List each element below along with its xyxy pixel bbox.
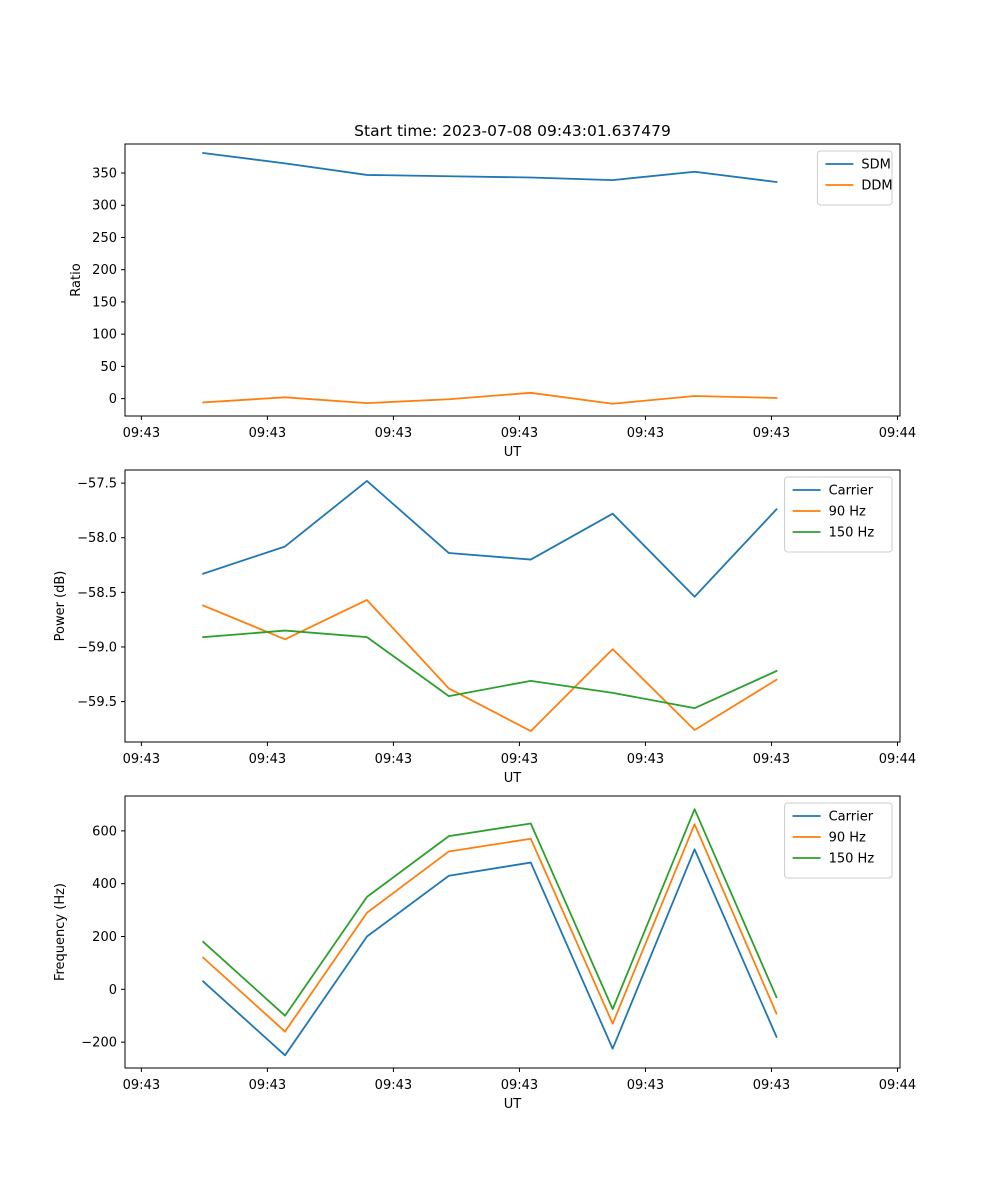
power-y-tick-label: −57.5 (77, 477, 117, 492)
frequency-legend: Carrier 90 Hz 150 Hz (784, 802, 893, 879)
frequency-series-line-90-hz (201, 823, 778, 1033)
frequency-legend-label: 90 Hz (829, 831, 866, 846)
frequency-y-tick-label: 600 (92, 824, 117, 839)
power-x-tick-label: 09:43 (123, 752, 160, 767)
frequency-y-axis-label: Frequency (Hz) (53, 883, 68, 981)
power-series-line-90-hz (201, 599, 778, 732)
ratio-x-tick-label: 09:43 (123, 426, 160, 441)
ratio-y-tick-label: 350 (92, 167, 117, 182)
frequency-x-tick-label: 09:43 (249, 1078, 286, 1093)
frequency-x-tick-label: 09:43 (123, 1078, 160, 1093)
power-y-tick-label: −59.0 (77, 640, 117, 655)
ratio-y-tick-label: 50 (100, 360, 117, 375)
frequency-legend-box (784, 802, 893, 879)
power-legend-label: Carrier (829, 484, 874, 499)
ratio-x-tick-label: 09:43 (249, 426, 286, 441)
ratio-legend-label: SDM (861, 158, 890, 173)
ratio-legend-label: DDM (861, 179, 892, 194)
ratio-y-tick-label: 300 (92, 199, 117, 214)
power-legend-box (784, 476, 893, 553)
frequency-x-tick-label: 09:43 (501, 1078, 538, 1093)
power-x-axis-label: UT (504, 771, 522, 786)
power-series-line-carrier (201, 480, 778, 598)
ratio-x-tick-label: 09:44 (879, 426, 916, 441)
power-legend-label: 150 Hz (829, 526, 875, 541)
power-panel: 09:43 09:43 09:43 09:43 09:43 09:43 09:44 −59.5… (53, 469, 916, 786)
power-axes-frame (124, 469, 901, 743)
power-x-tick-label: 09:43 (501, 752, 538, 767)
power-y-tick-label: −58.5 (77, 586, 117, 601)
ratio-x-tick-label: 09:43 (501, 426, 538, 441)
ratio-y-tick-label: 250 (92, 231, 117, 246)
ratio-panel: 09:43 09:43 09:43 09:43 09:43 09:43 09:44 0 50 10… (69, 122, 916, 460)
power-x-tick-label: 09:44 (879, 752, 916, 767)
power-y-axis-label: Power (dB) (53, 571, 68, 642)
chart-title: Start time: 2023-07-08 09:43:01.637479 (354, 122, 671, 140)
frequency-series-line-150-hz (201, 808, 778, 1017)
frequency-panel: 09:43 09:43 09:43 09:43 09:43 09:43 09:44 −200 0… (53, 795, 916, 1112)
power-series-line-150-hz (202, 629, 778, 710)
frequency-x-tick-label: 09:43 (753, 1078, 790, 1093)
frequency-y-tick-label: 0 (109, 983, 117, 998)
ratio-y-axis-label: Ratio (69, 263, 84, 296)
ratio-series-line-sdm (202, 152, 778, 184)
frequency-x-tick-label: 09:44 (879, 1078, 916, 1093)
frequency-y-tick-label: −200 (81, 1036, 117, 1051)
power-x-tick-label: 09:43 (375, 752, 412, 767)
power-x-tick-label: 09:43 (627, 752, 664, 767)
ratio-series-line-ddm (202, 391, 778, 405)
power-y-tick-label: −59.5 (77, 695, 117, 710)
frequency-x-axis-label: UT (504, 1097, 522, 1112)
ratio-x-tick-label: 09:43 (753, 426, 790, 441)
frequency-series-line-carrier (201, 848, 778, 1057)
power-y-tick-label: −58.0 (77, 531, 117, 546)
frequency-legend-label: Carrier (829, 810, 874, 825)
frequency-legend-label: 150 Hz (829, 852, 875, 867)
frequency-x-tick-label: 09:43 (627, 1078, 664, 1093)
ratio-y-tick-label: 200 (92, 263, 117, 278)
frequency-axes-frame (124, 795, 901, 1069)
ratio-y-tick-label: 150 (92, 295, 117, 310)
power-x-tick-label: 09:43 (249, 752, 286, 767)
ratio-axes-frame (124, 143, 901, 417)
power-x-tick-label: 09:43 (753, 752, 790, 767)
frequency-x-tick-label: 09:43 (375, 1078, 412, 1093)
ratio-x-tick-label: 09:43 (627, 426, 664, 441)
ratio-y-tick-label: 0 (109, 392, 117, 407)
ratio-legend: SDM DDM (816, 150, 893, 206)
ratio-x-axis-label: UT (504, 445, 522, 460)
frequency-y-tick-label: 400 (92, 877, 117, 892)
ratio-y-tick-label: 100 (92, 328, 117, 343)
power-legend: Carrier 90 Hz 150 Hz (784, 476, 893, 553)
frequency-y-tick-label: 200 (92, 930, 117, 945)
ratio-x-tick-label: 09:43 (375, 426, 412, 441)
power-legend-label: 90 Hz (829, 505, 866, 520)
